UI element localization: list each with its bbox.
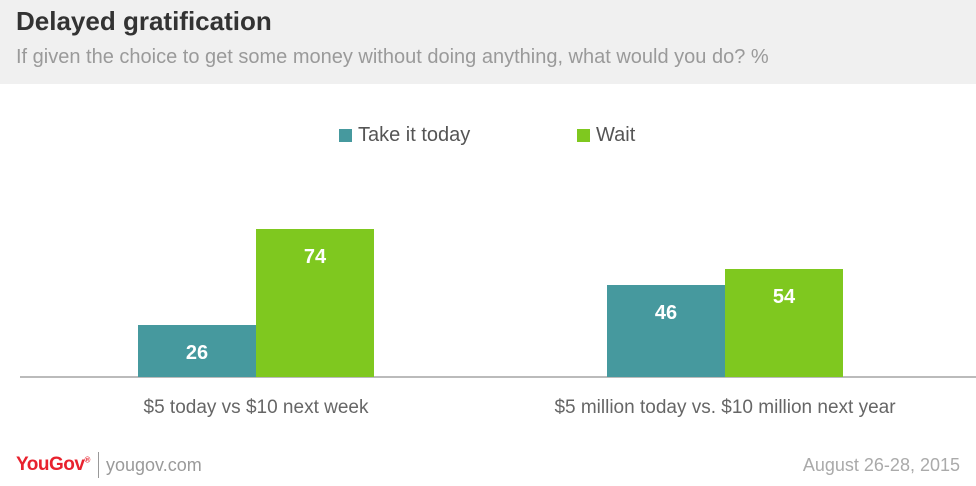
legend-label-wait: Wait: [596, 124, 636, 146]
legend-swatch-take-it-today: [339, 129, 352, 142]
legend-item-take-it-today: Take it today: [339, 124, 470, 147]
data-label-wait-0: 74: [304, 246, 327, 268]
bar-take-it-today-1: [607, 285, 725, 377]
registered-mark-icon: ®: [84, 455, 90, 465]
data-label-take-it-today-1: 46: [655, 302, 677, 324]
legend-swatch-wait: [577, 129, 590, 142]
bar-wait-0: [256, 229, 374, 377]
data-label-take-it-today-0: 26: [186, 342, 208, 364]
bar-wait-1: [725, 269, 843, 377]
logo-text: YouGov: [16, 454, 85, 475]
footer-divider: [98, 452, 99, 478]
legend-label-take-it-today: Take it today: [358, 124, 471, 146]
legend-item-wait: Wait: [577, 124, 635, 147]
category-label-1: $5 million today vs. $10 million next ye…: [554, 397, 896, 418]
header: Delayed gratification If given the choic…: [0, 0, 976, 84]
legend: Take it today Wait: [0, 124, 976, 152]
bar-take-it-today-0: [138, 325, 256, 377]
yougov-logo: YouGov®: [16, 454, 90, 476]
footer-date: August 26-28, 2015: [802, 455, 960, 475]
data-label-wait-1: 54: [773, 286, 796, 308]
chart-title: Delayed gratification: [16, 6, 272, 36]
footer-site-link[interactable]: yougov.com: [106, 455, 202, 475]
chart-subtitle: If given the choice to get some money wi…: [16, 46, 769, 68]
category-label-0: $5 today vs $10 next week: [144, 397, 369, 418]
